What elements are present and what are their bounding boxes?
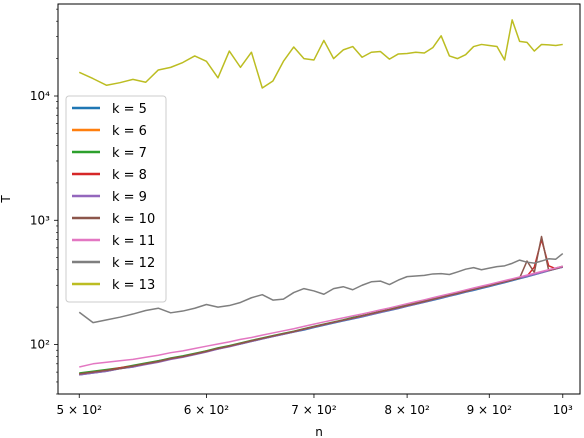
legend-label: k = 9 [112, 190, 147, 205]
legend-label: k = 13 [112, 278, 155, 293]
legend-label: k = 10 [112, 212, 155, 227]
series-line-k10 [79, 235, 563, 375]
legend-label: k = 7 [112, 146, 147, 161]
axes-layer: 5 × 10² 6 × 10² 7 × 10² 8 × 10² 9 × 10² 10³ 10… [30, 8, 573, 417]
legend-label: k = 11 [112, 234, 155, 249]
series-line-k13 [78, 19, 563, 89]
x-tick-label: 7 × 10² [291, 403, 337, 417]
legend-box [65, 95, 167, 303]
x-tick-label: 9 × 10² [467, 403, 513, 417]
y-tick-label: 10⁴ [30, 89, 50, 103]
x-axis-label: n [315, 425, 323, 438]
legend-label: k = 6 [112, 124, 147, 139]
legend: k = 5 k = 6 k = 7 k = 8 k = 9 k = 10 k = 11 k =… [65, 95, 167, 303]
series-line-k11 [79, 265, 563, 368]
plot-frame [57, 3, 581, 395]
x-tick-label: 8 × 10² [384, 403, 430, 417]
y-tick-label: 10² [30, 338, 50, 352]
series-layer [78, 19, 564, 376]
legend-label: k = 12 [112, 256, 155, 271]
y-tick-label: 10³ [30, 213, 50, 227]
x-tick-label: 6 × 10² [184, 403, 230, 417]
y-axis-label: T [0, 195, 13, 204]
x-tick-label: 10³ [553, 403, 573, 417]
x-tick-label: 5 × 10² [57, 403, 103, 417]
legend-label: k = 8 [112, 168, 147, 183]
series-line-k12 [78, 252, 564, 324]
legend-label: k = 5 [112, 102, 147, 117]
